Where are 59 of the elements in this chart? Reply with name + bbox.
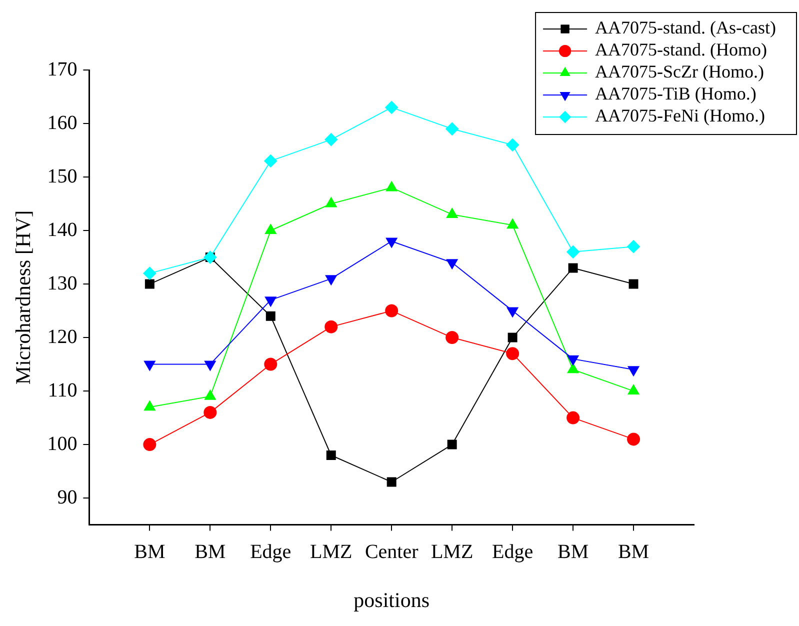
point — [144, 279, 154, 289]
point — [386, 477, 396, 487]
legend-label: AA7075-stand. (Homo) — [595, 40, 768, 60]
point — [627, 432, 640, 446]
x-tick-label: Edge — [492, 541, 534, 564]
point — [506, 218, 518, 229]
point — [566, 411, 580, 424]
x-axis-title: positions — [354, 588, 430, 612]
legend-label: AA7075-FeNi (Homo.) — [595, 106, 766, 126]
point — [204, 390, 216, 400]
point — [264, 154, 278, 168]
point — [385, 100, 398, 114]
y-axis-title: Microhardness [HV] — [11, 210, 36, 385]
x-tick-label: BM — [134, 541, 166, 564]
x-tick-label: Center — [364, 541, 419, 564]
x-tick-label: BM — [557, 541, 589, 564]
point — [446, 122, 459, 136]
point — [506, 347, 520, 360]
point — [446, 208, 458, 218]
point — [447, 440, 457, 450]
y-tick-label: 100 — [47, 432, 78, 455]
y-tick-label: 120 — [47, 326, 78, 348]
x-tick-label: BM — [618, 541, 650, 564]
point — [446, 331, 459, 344]
point — [628, 279, 638, 289]
x-tick-label: Edge — [250, 541, 292, 564]
point — [325, 197, 337, 208]
legend-label: AA7075-TiB (Homo.) — [595, 84, 756, 104]
point — [266, 311, 276, 321]
y-tick-label: 90 — [57, 486, 78, 508]
point — [143, 266, 156, 280]
point — [628, 384, 640, 395]
point — [264, 224, 276, 234]
legend-label: AA7075-ScZr (Homo.) — [595, 62, 764, 82]
point — [326, 450, 336, 460]
y-tick-label: 110 — [48, 379, 78, 402]
point — [204, 406, 217, 419]
point — [566, 245, 580, 258]
point — [568, 263, 578, 273]
point — [324, 133, 338, 146]
point — [508, 332, 518, 342]
y-tick-label: 130 — [47, 272, 78, 294]
x-tick-label: BM — [194, 541, 226, 564]
point — [386, 181, 398, 192]
x-tick-label: LMZ — [310, 541, 352, 564]
point — [506, 138, 520, 152]
point — [143, 438, 156, 452]
point — [144, 400, 156, 411]
point — [264, 358, 278, 371]
point — [324, 320, 338, 334]
point — [567, 363, 579, 374]
y-tick-label: 160 — [47, 112, 78, 134]
y-tick-label: 150 — [47, 165, 78, 188]
legend-label: AA7075-stand. (As-cast) — [595, 18, 776, 38]
point — [385, 304, 398, 318]
y-tick-label: 170 — [47, 58, 78, 80]
point — [627, 240, 640, 254]
y-tick-label: 140 — [47, 218, 78, 241]
x-tick-label: LMZ — [430, 541, 474, 564]
